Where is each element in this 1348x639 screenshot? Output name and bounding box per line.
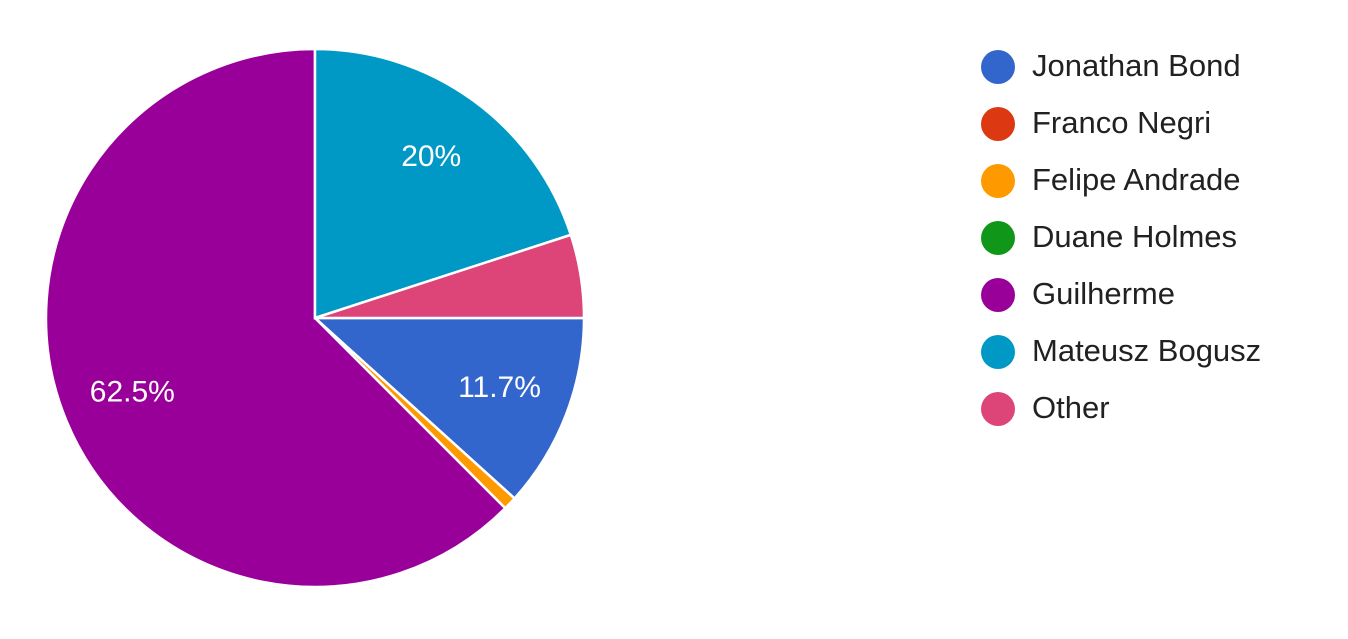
legend-label: Duane Holmes [1032, 219, 1237, 254]
legend-swatch [981, 107, 1015, 141]
pie-slice [44, 47, 507, 589]
legend-swatch [981, 278, 1015, 312]
legend-swatch [981, 392, 1015, 426]
legend-label: Franco Negri [1032, 105, 1211, 140]
pie-slice [313, 47, 573, 320]
legend-swatch [981, 164, 1015, 198]
legend-swatch [981, 50, 1015, 84]
legend-swatch [981, 221, 1015, 255]
pie-slice [311, 316, 586, 501]
legend-label: Mateusz Bogusz [1032, 333, 1261, 368]
pie-slice [314, 233, 586, 320]
slice-label: 20% [401, 140, 461, 173]
legend-label: Jonathan Bond [1032, 48, 1241, 83]
slice-label: 11.7% [458, 371, 541, 404]
legend-label: Guilherme [1032, 276, 1175, 311]
legend-label: Felipe Andrade [1032, 162, 1241, 197]
legend-label: Other [1032, 390, 1110, 425]
legend-swatch [981, 335, 1015, 369]
slice-label: 62.5% [90, 376, 175, 409]
